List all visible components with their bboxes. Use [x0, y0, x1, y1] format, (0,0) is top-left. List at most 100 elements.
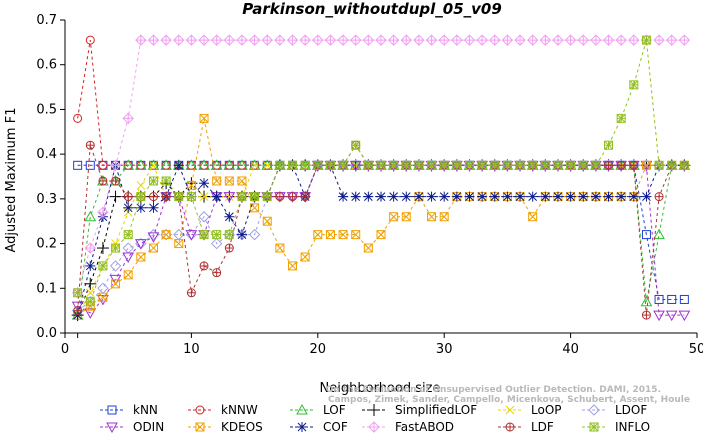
legend-label: LoOP [531, 403, 562, 417]
data-point-inflo [351, 140, 361, 150]
data-point-lof [236, 159, 248, 170]
legend-label: LDOF [615, 403, 647, 417]
data-point-cof [148, 202, 159, 213]
data-point-fastabod [286, 34, 299, 46]
data-point-ldof [160, 228, 172, 241]
data-point-ldf [148, 192, 158, 202]
data-point-inflo [515, 160, 525, 170]
data-point-fastabod [552, 34, 564, 46]
data-point-odin [349, 160, 362, 172]
data-point-odin [678, 310, 691, 322]
data-point-inflo [376, 160, 386, 170]
data-point-inflo [578, 160, 588, 170]
legend-item-odin: ODIN [100, 420, 164, 434]
data-point-ldf [616, 160, 626, 170]
data-point-loop [149, 160, 158, 170]
data-point-cof [641, 191, 652, 202]
data-point-ldf [123, 192, 133, 202]
y-tick-label: 0.1 [36, 281, 57, 296]
x-tick-label: 20 [310, 342, 327, 357]
data-point-cof [616, 191, 627, 202]
data-point-inflo [98, 261, 108, 271]
data-point-cof [173, 160, 184, 171]
data-point-inflo [224, 230, 234, 240]
data-point-ldof [122, 242, 134, 254]
legend-label: LDF [531, 420, 554, 434]
data-point-loop [224, 192, 234, 201]
data-point-fastabod [84, 242, 96, 254]
data-point-kdeos [389, 212, 399, 222]
series-kdeos [73, 113, 689, 320]
data-point-kdeos [161, 230, 171, 240]
data-point-inflo [212, 230, 222, 240]
data-point-kdeos [288, 261, 298, 271]
data-point-cof [123, 202, 134, 213]
data-point-inflo [174, 192, 184, 202]
data-point-inflo [85, 297, 95, 307]
data-point-fastabod [577, 34, 589, 46]
data-point-fastabod [122, 112, 134, 125]
data-point-odin [223, 192, 236, 203]
series-lof [71, 159, 691, 320]
y-axis-label: Adjusted Maximum F1 [4, 108, 19, 253]
y-tick-label: 0.3 [36, 192, 57, 207]
data-point-odin [122, 252, 135, 264]
y-tick-label: 0.4 [36, 147, 57, 162]
data-point-cof [489, 191, 500, 202]
data-point-simplifiedlof [84, 277, 97, 290]
data-point-odin [653, 310, 665, 322]
data-point-knn [654, 294, 664, 304]
data-point-fastabod [135, 34, 147, 46]
y-tick-label: 0.2 [36, 237, 57, 252]
data-point-fastabod [160, 34, 172, 46]
data-point-cof [401, 191, 412, 202]
data-point-inflo [123, 230, 133, 240]
data-point-inflo [401, 160, 411, 170]
data-point-simplifiedlof [109, 190, 122, 203]
data-point-knn [667, 294, 677, 304]
data-point-ldf [212, 268, 222, 278]
data-point-inflo [300, 160, 310, 170]
data-point-fastabod [387, 34, 400, 46]
legend-label: kNN [133, 403, 158, 417]
data-point-loop [85, 288, 95, 298]
data-point-inflo [363, 160, 373, 170]
legend-label: FastABOD [395, 420, 454, 434]
data-point-inflo [629, 80, 639, 90]
data-point-fastabod [324, 34, 337, 46]
legend-item-knnw: kNNW [188, 403, 258, 417]
legend-item-fastabod: FastABOD [362, 420, 454, 434]
legend-marker-simplifiedlof [368, 404, 380, 416]
data-point-ldf [275, 192, 285, 202]
data-point-odin [665, 310, 678, 322]
x-tick-label: 0 [61, 342, 69, 357]
data-point-cof [363, 191, 374, 202]
data-point-lof [147, 159, 160, 170]
data-point-loop [262, 160, 272, 170]
data-point-inflo [199, 230, 209, 240]
legend-label: SimplifiedLOF [395, 403, 477, 417]
data-point-fastabod [312, 34, 324, 46]
data-point-fastabod [463, 34, 476, 46]
data-point-fastabod [425, 34, 438, 46]
data-point-kdeos [338, 230, 348, 240]
data-point-inflo [654, 160, 664, 170]
data-point-inflo [502, 160, 512, 170]
series-fastabod [71, 34, 691, 299]
data-point-fastabod [666, 34, 678, 46]
x-tick-label: 30 [436, 342, 453, 357]
data-point-inflo [73, 288, 83, 298]
data-point-kdeos [224, 176, 234, 186]
watermark-line-2: Campos, Zimek, Sander, Campello, Micenko… [328, 395, 690, 405]
data-point-inflo [275, 160, 285, 170]
data-point-kdeos [174, 239, 184, 249]
data-point-fastabod [299, 34, 311, 46]
legend-marker-loop [505, 405, 515, 415]
data-point-loop [136, 181, 146, 190]
data-point-kdeos [111, 279, 121, 289]
legend-label: ODIN [133, 420, 164, 434]
data-point-lof [223, 159, 236, 170]
data-point-inflo [136, 192, 146, 202]
data-point-cof [426, 191, 437, 202]
data-point-kdeos [275, 243, 285, 253]
